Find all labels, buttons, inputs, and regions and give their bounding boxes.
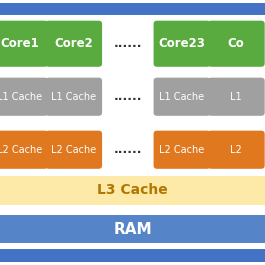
FancyBboxPatch shape (0, 131, 48, 169)
Text: ......: ...... (114, 37, 142, 50)
FancyBboxPatch shape (0, 78, 48, 116)
Text: L2: L2 (230, 145, 242, 155)
Text: L1 Cache: L1 Cache (160, 92, 205, 102)
FancyBboxPatch shape (208, 78, 265, 116)
FancyBboxPatch shape (45, 21, 102, 67)
Bar (0, 3, 265, 15)
Text: L1 Cache: L1 Cache (0, 92, 42, 102)
Text: L3 Cache: L3 Cache (97, 183, 168, 197)
Text: Co: Co (228, 37, 245, 50)
Text: L2 Cache: L2 Cache (0, 145, 42, 155)
Text: L2 Cache: L2 Cache (160, 145, 205, 155)
Bar (0, 176, 265, 205)
Text: RAM: RAM (113, 222, 152, 237)
FancyBboxPatch shape (0, 21, 48, 67)
FancyBboxPatch shape (45, 131, 102, 169)
FancyBboxPatch shape (154, 78, 210, 116)
Bar (0, 215, 265, 243)
Text: Core2: Core2 (54, 37, 93, 50)
FancyBboxPatch shape (208, 131, 265, 169)
FancyBboxPatch shape (154, 21, 210, 67)
FancyBboxPatch shape (154, 131, 210, 169)
Text: Core23: Core23 (158, 37, 205, 50)
Text: L2 Cache: L2 Cache (51, 145, 96, 155)
Text: Core1: Core1 (0, 37, 39, 50)
FancyBboxPatch shape (208, 21, 265, 67)
Text: ......: ...... (114, 143, 142, 156)
Text: L1: L1 (231, 92, 242, 102)
FancyBboxPatch shape (45, 78, 102, 116)
Bar (0, 249, 265, 262)
Text: ......: ...... (114, 90, 142, 103)
Text: L1 Cache: L1 Cache (51, 92, 96, 102)
